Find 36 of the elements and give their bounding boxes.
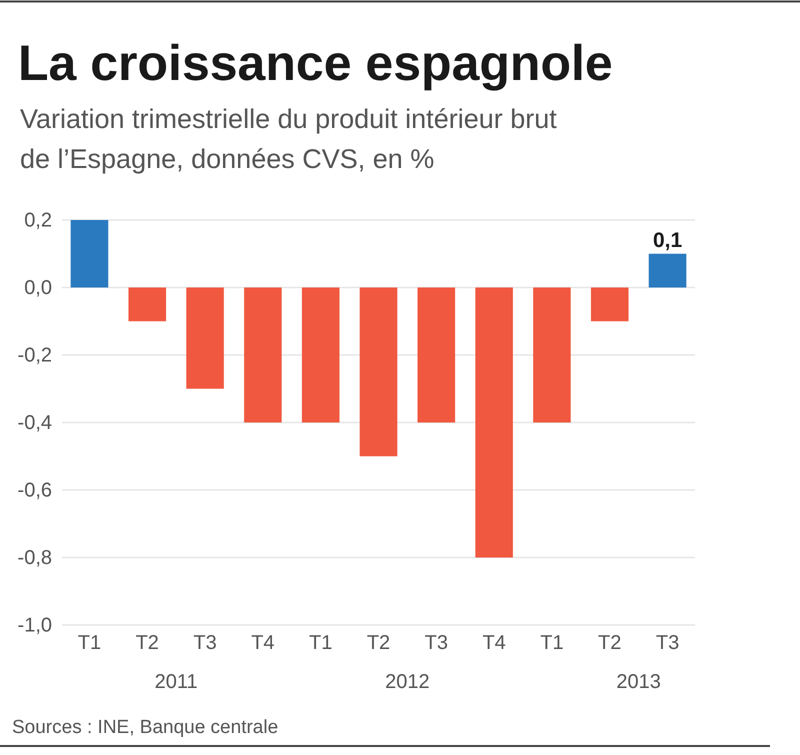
y-tick-label: -0,4 (18, 412, 52, 434)
bar (360, 288, 398, 456)
x-tick-label: T2 (136, 632, 159, 654)
source-note: Sources : INE, Banque centrale (12, 717, 278, 738)
bar (128, 288, 166, 322)
x-tick-label: T4 (251, 632, 275, 654)
bar (533, 288, 571, 422)
x-tick-label: T3 (193, 632, 217, 654)
y-tick-label: -0,6 (18, 479, 52, 502)
bar (418, 288, 456, 422)
bar (302, 288, 340, 422)
text: 2012 (385, 671, 430, 693)
x-tick-label: T3 (656, 632, 680, 654)
x-tick-label: T2 (598, 632, 622, 654)
bar (186, 288, 224, 389)
x-tick-label: T1 (309, 632, 332, 654)
bar (475, 288, 513, 558)
y-tick-label: -1,0 (18, 614, 52, 636)
text: 2013 (616, 671, 661, 693)
bar (590, 288, 629, 322)
y-tick-label: -0,8 (18, 546, 52, 569)
bar (70, 220, 108, 288)
y-tick-label: 0,2 (24, 209, 52, 232)
x-tick-label: T2 (366, 632, 390, 654)
x-tick-label: T3 (424, 632, 448, 654)
text: 2011 (154, 671, 198, 693)
x-tick-label: T1 (78, 632, 102, 654)
chart-title: La croissance espagnole (18, 35, 613, 91)
y-tick-label: -0,2 (18, 344, 52, 366)
x-tick-label: T1 (540, 632, 564, 654)
data-label: 0,1 (652, 228, 682, 252)
chart-subtitle: Variation trimestrielle du produit intérieur brut de l’Espagne, données CVS, en % (20, 104, 558, 174)
bar (648, 254, 686, 288)
bar (244, 288, 282, 422)
y-tick-label: 0,0 (24, 276, 52, 299)
x-tick-label: T4 (482, 632, 506, 654)
